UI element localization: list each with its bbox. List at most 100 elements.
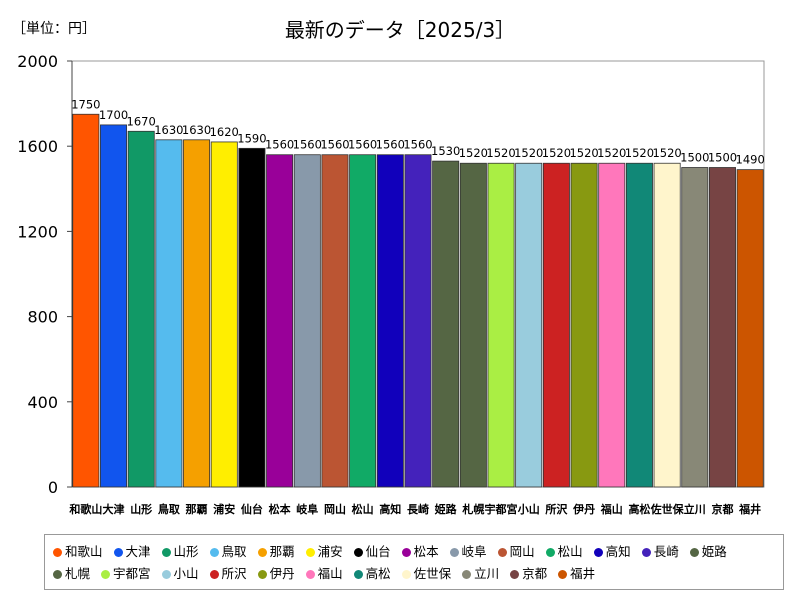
x-tick-label: 松本 bbox=[269, 502, 291, 516]
bar-value-label: 1560 bbox=[293, 138, 322, 152]
bar-value-label: 1530 bbox=[431, 144, 460, 158]
legend-item: 所沢 bbox=[209, 563, 247, 585]
bar-value-label: 1620 bbox=[210, 125, 239, 139]
x-tick-label: 那覇 bbox=[186, 503, 208, 516]
legend-label: 長崎 bbox=[653, 544, 679, 559]
legend-item: 福山 bbox=[305, 563, 343, 585]
legend-item: 浦安 bbox=[305, 541, 343, 563]
legend-label: 小山 bbox=[173, 566, 199, 581]
bar-value-label: 1520 bbox=[486, 146, 515, 160]
legend-item: 松山 bbox=[545, 541, 583, 563]
legend-dot-icon bbox=[401, 547, 411, 557]
legend-dot-icon bbox=[689, 547, 699, 557]
bar-value-label: 1700 bbox=[99, 108, 128, 122]
y-tick-label: 0 bbox=[48, 478, 58, 497]
x-tick-label: 福山 bbox=[600, 502, 623, 516]
bar bbox=[266, 154, 294, 488]
x-tick-label: 宇都宮 bbox=[485, 502, 518, 516]
legend-item: 鳥取 bbox=[209, 541, 247, 563]
bar-value-label: 1500 bbox=[680, 151, 709, 165]
x-tick-label: 仙台 bbox=[241, 502, 263, 516]
bar-value-label: 1520 bbox=[625, 146, 654, 160]
bar bbox=[72, 113, 100, 488]
legend-label: 立川 bbox=[474, 566, 500, 581]
bar-value-label: 1560 bbox=[320, 138, 349, 152]
legend-item: 岡山 bbox=[497, 541, 535, 563]
legend-item: 山形 bbox=[161, 541, 199, 563]
bar-value-label: 1490 bbox=[736, 153, 765, 167]
legend-dot-icon bbox=[462, 569, 472, 579]
legend-item: 佐世保 bbox=[401, 563, 452, 585]
legend-item: 和歌山 bbox=[53, 541, 103, 563]
legend: 和歌山 大津 山形 鳥取 那覇 浦安 仙台 松本 岐阜 岡山 松山 高知 長崎 姫路 札幌 宇都宮 小山 所沢 伊丹… bbox=[44, 534, 784, 590]
bar-value-label: 1520 bbox=[459, 146, 488, 160]
unit-label: ［単位：円］ bbox=[12, 21, 96, 37]
bar bbox=[127, 130, 155, 488]
x-tick-label: 浦安 bbox=[213, 502, 235, 516]
legend-dot-icon bbox=[593, 547, 603, 557]
y-tick-label: 1600 bbox=[17, 137, 58, 156]
legend-dot-icon bbox=[209, 569, 219, 579]
bar bbox=[404, 154, 432, 488]
legend-dot-icon bbox=[510, 569, 520, 579]
legend-label: 福山 bbox=[317, 566, 343, 581]
y-tick-label: 1200 bbox=[17, 222, 58, 241]
legend-label: 山形 bbox=[173, 544, 199, 559]
x-tick-label: 岐阜 bbox=[296, 502, 318, 516]
legend-label: 姫路 bbox=[701, 544, 727, 559]
legend-dot-icon bbox=[209, 547, 219, 557]
bar bbox=[238, 147, 266, 488]
legend-dot-icon bbox=[113, 547, 123, 557]
bar-value-label: 1500 bbox=[708, 151, 737, 165]
x-tick-label: 大津 bbox=[103, 502, 125, 516]
x-tick-label: 佐世保 bbox=[650, 502, 685, 516]
legend-label: 和歌山 bbox=[65, 544, 103, 559]
bar bbox=[653, 162, 681, 488]
legend-item: 立川 bbox=[462, 563, 499, 585]
legend-dot-icon bbox=[161, 547, 171, 557]
bar bbox=[736, 169, 764, 488]
legend-label: 大津 bbox=[125, 544, 151, 559]
legend-dot-icon bbox=[641, 547, 651, 557]
legend-label: 松山 bbox=[557, 544, 583, 559]
bar-value-label: 1520 bbox=[542, 146, 571, 160]
legend-item: 京都 bbox=[510, 563, 547, 585]
legend-item: 大津 bbox=[113, 541, 151, 563]
y-tick-label: 800 bbox=[27, 308, 58, 327]
legend-item: 宇都宮 bbox=[101, 563, 151, 585]
bar-value-label: 1560 bbox=[403, 138, 432, 152]
legend-dot-icon bbox=[449, 547, 459, 557]
legend-item: 札幌 bbox=[53, 563, 90, 585]
chart-title: 最新のデータ［2025/3］ bbox=[284, 18, 516, 42]
legend-dot-icon bbox=[497, 547, 507, 557]
legend-item: 高知 bbox=[593, 541, 631, 563]
legend-item: 福井 bbox=[558, 563, 595, 585]
x-tick-label: 姫路 bbox=[435, 502, 458, 516]
legend-label: 福井 bbox=[570, 566, 596, 581]
x-tick-label: 小山 bbox=[517, 502, 540, 516]
legend-dot-icon bbox=[558, 569, 568, 579]
bar-value-label: 1520 bbox=[597, 146, 626, 160]
bar bbox=[515, 162, 543, 488]
legend-item: 小山 bbox=[161, 563, 199, 585]
bar bbox=[625, 162, 653, 488]
y-tick-label: 400 bbox=[27, 393, 58, 412]
legend-dot-icon bbox=[401, 569, 411, 579]
legend-label: 高知 bbox=[605, 544, 631, 559]
x-tick-label: 鳥取 bbox=[158, 502, 180, 516]
bar-value-label: 1560 bbox=[376, 138, 405, 152]
legend-label: 那覇 bbox=[269, 544, 295, 559]
x-tick-label: 立川 bbox=[684, 502, 706, 516]
legend-item: 高松 bbox=[353, 563, 391, 585]
legend-item: 長崎 bbox=[641, 541, 679, 563]
bar-value-label: 1520 bbox=[514, 146, 543, 160]
legend-dot-icon bbox=[101, 569, 111, 579]
legend-label: 札幌 bbox=[65, 566, 91, 581]
legend-label: 鳥取 bbox=[221, 544, 247, 559]
legend-dot-icon bbox=[53, 547, 62, 557]
bar bbox=[542, 162, 570, 488]
bar bbox=[183, 139, 211, 488]
legend-label: 佐世保 bbox=[413, 566, 452, 581]
bar bbox=[349, 154, 377, 488]
